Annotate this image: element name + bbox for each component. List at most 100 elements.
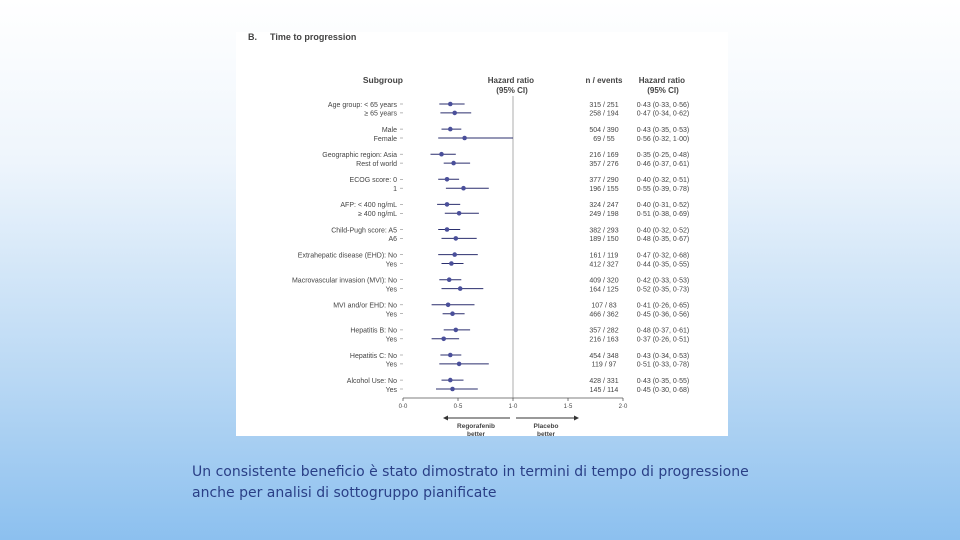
n-events-value: 161 / 119: [590, 252, 619, 259]
n-events-header: n / events: [586, 76, 623, 85]
hr-point: [448, 352, 453, 358]
x-tick-label: 0·5: [454, 404, 463, 410]
caption-line-2: anche per analisi di sottogruppo pianifi…: [192, 485, 497, 501]
row-label: AFP: < 400 ng/mL: [340, 202, 397, 209]
hr-ci-header: Hazard ratio (95% CI): [639, 76, 687, 95]
hr-ci-value: 0·45 (0·36, 0·56): [637, 312, 690, 319]
hr-ci-value: 0·43 (0·34, 0·53): [637, 353, 690, 360]
n-events-value: 504 / 390: [589, 127, 618, 134]
row-label: Geographic region: Asia: [322, 152, 397, 159]
hr-ci-value: 0·56 (0·32, 1·00): [637, 136, 690, 143]
hr-ci-value: 0·40 (0·31, 0·52): [637, 202, 690, 209]
hr-ci-value: 0·41 (0·26, 0·65): [637, 303, 690, 310]
hr-point: [449, 261, 454, 266]
hr-point: [450, 311, 455, 317]
x-tick-label: 2·0: [619, 404, 628, 410]
hr-point: [444, 227, 450, 232]
hr-point: [453, 236, 459, 241]
hr-ci-value: 0·45 (0·30, 0·68): [637, 387, 690, 394]
row-label: 1: [393, 186, 397, 193]
hr-point: [441, 336, 446, 342]
hr-ci-value: 0·47 (0·32, 0·68): [637, 252, 690, 259]
hr-point: [445, 302, 451, 308]
row-label: ≥ 65 years: [364, 111, 397, 118]
x-tick-label: 0·0: [399, 404, 408, 410]
row-label: MVI and/or EHD: No: [333, 303, 397, 310]
row-label: Yes: [386, 286, 398, 293]
hr-ci-value: 0·42 (0·33, 0·53): [637, 278, 690, 285]
hr-point: [462, 135, 467, 141]
row-label: ≥ 400 ng/mL: [358, 211, 397, 218]
x-axis: 0·0 0·5 1·0 1·5 2·0: [399, 397, 628, 410]
hr-point: [451, 160, 456, 166]
favours-right-label-2: better: [537, 431, 556, 436]
hr-point: [456, 361, 462, 367]
hr-ci-value: 0·43 (0·33, 0·56): [637, 102, 690, 109]
n-events-value: 258 / 194: [589, 111, 618, 118]
hr-ci-value: 0·51 (0·38, 0·69): [637, 211, 690, 218]
hazard-ratio-header: Hazard ratio (95% CI): [488, 76, 536, 95]
hr-ci-value: 0·55 (0·39, 0·78): [637, 186, 690, 193]
n-events-value: 412 / 327: [589, 261, 618, 268]
n-events-value: 216 / 163: [589, 337, 618, 344]
left-arrow-head: [443, 415, 448, 421]
row-label: Male: [382, 127, 397, 134]
hr-point: [452, 252, 457, 257]
hr-point: [448, 377, 453, 383]
subgroup-header: Subgroup: [363, 75, 403, 85]
row-label: Rest of world: [356, 161, 397, 168]
hr-ci-value: 0·44 (0·35, 0·55): [637, 261, 690, 268]
row-label: Macrovascular invasion (MVI): No: [292, 278, 397, 285]
hr-ci-value: 0·52 (0·35, 0·73): [637, 286, 690, 293]
row-label: Yes: [386, 387, 398, 394]
n-events-value: 69 / 55: [593, 136, 615, 143]
n-events-value: 145 / 114: [590, 387, 619, 394]
hr-point: [461, 185, 466, 191]
row-label: Hepatitis B: No: [350, 328, 397, 335]
hazard-ratio-header-l1: Hazard ratio: [488, 76, 534, 85]
favours-left-label: Regorafenib: [457, 423, 495, 430]
n-events-value: 107 / 83: [591, 303, 616, 310]
x-tick-label: 1·0: [509, 404, 518, 410]
row-label: Age group: < 65 years: [328, 102, 398, 109]
hr-point: [456, 211, 462, 216]
n-events-value: 428 / 331: [589, 378, 618, 385]
rows-layer: Age group: < 65 years 315 / 251 0·43 (0·33…: [292, 96, 689, 398]
favours-left-label-2: better: [467, 431, 486, 436]
row-label: Child-Pugh score: A5: [331, 227, 397, 234]
n-events-value: 315 / 251: [589, 102, 618, 109]
hr-point: [439, 151, 444, 157]
n-events-value: 454 / 348: [589, 353, 618, 360]
hr-point: [448, 101, 453, 107]
row-label: A6: [388, 236, 397, 243]
row-label: Alcohol Use: No: [347, 378, 397, 385]
hr-ci-value: 0·48 (0·35, 0·67): [637, 236, 690, 243]
hr-ci-header-l1: Hazard ratio: [639, 76, 685, 85]
hr-point: [444, 177, 450, 182]
n-events-value: 382 / 293: [589, 227, 618, 234]
hr-ci-value: 0·35 (0·25, 0·48): [637, 152, 690, 159]
hr-point: [444, 202, 450, 207]
hr-ci-value: 0·47 (0·34, 0·62): [637, 111, 690, 118]
hazard-ratio-header-l2: (95% CI): [496, 86, 528, 95]
row-label: Hepatitis C: No: [350, 353, 397, 360]
slide-caption: Un consistente beneficio è stato dimostr…: [192, 462, 832, 504]
chart-title: Time to progression: [270, 32, 356, 42]
n-events-value: 249 / 198: [589, 211, 618, 218]
hr-point: [457, 286, 463, 291]
n-events-value: 357 / 282: [589, 328, 618, 335]
hr-point: [448, 126, 453, 132]
forest-plot: B. Time to progression Subgroup Hazard r…: [248, 32, 689, 436]
forest-plot-figure: B. Time to progression Subgroup Hazard r…: [236, 32, 728, 436]
n-events-value: 377 / 290: [589, 177, 618, 184]
hr-point: [450, 386, 455, 392]
hr-point: [452, 110, 457, 116]
panel-label: B.: [248, 32, 257, 42]
row-label: Yes: [386, 362, 398, 369]
row-label: Yes: [386, 261, 398, 268]
hr-ci-value: 0·43 (0·35, 0·53): [637, 127, 690, 134]
n-events-value: 466 / 362: [589, 312, 618, 319]
hr-ci-value: 0·46 (0·37, 0·61): [637, 161, 690, 168]
hr-ci-value: 0·40 (0·32, 0·51): [637, 177, 690, 184]
